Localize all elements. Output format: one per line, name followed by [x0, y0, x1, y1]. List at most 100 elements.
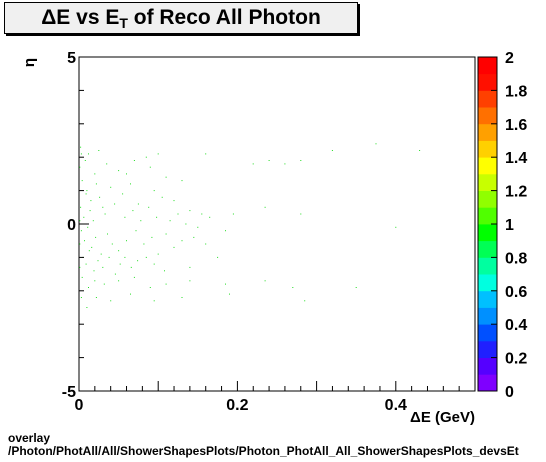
heatmap-chart: 0 0.2 0.4 -505 00.20.40.60.811.21.41.61.82… — [21, 50, 527, 426]
data-point — [205, 243, 207, 245]
data-point — [132, 210, 134, 212]
y-tick-label: 5 — [67, 50, 76, 67]
data-point — [149, 166, 151, 168]
data-point — [292, 287, 294, 288]
data-point — [79, 166, 81, 168]
data-point — [108, 256, 110, 258]
data-point — [149, 287, 151, 288]
data-point — [102, 206, 104, 208]
data-point — [189, 266, 191, 268]
data-point — [98, 150, 100, 151]
data-points — [79, 143, 421, 308]
data-point — [225, 283, 226, 285]
data-point — [151, 236, 153, 238]
data-point — [124, 216, 126, 218]
data-point — [103, 283, 105, 285]
palette-swatch — [478, 90, 497, 108]
chart-title: ΔE vs ET of Reco All Photon — [4, 2, 358, 34]
data-point — [153, 263, 155, 265]
data-point — [79, 266, 81, 268]
data-point — [169, 220, 171, 222]
plot-frame — [78, 56, 476, 392]
data-point — [145, 156, 147, 158]
data-point — [177, 213, 179, 215]
data-point — [88, 250, 90, 252]
footer: overlay /Photon/PhotAll/All/ShowerShapes… — [8, 432, 546, 458]
data-point — [165, 176, 167, 178]
data-point — [100, 253, 102, 255]
palette-tick-label: 0.2 — [505, 351, 527, 368]
palette-swatch — [478, 340, 497, 358]
data-point — [88, 153, 89, 155]
palette-swatch — [478, 57, 497, 75]
data-point — [181, 240, 183, 242]
x-axis-label: ΔE (GeV) — [410, 409, 475, 426]
data-point — [85, 193, 87, 195]
data-point — [375, 143, 377, 145]
data-point — [130, 293, 131, 295]
data-point — [80, 297, 82, 298]
palette-swatch — [478, 257, 497, 275]
data-point — [189, 280, 191, 282]
data-point — [268, 160, 270, 161]
data-point — [193, 236, 195, 238]
data-point — [94, 173, 96, 175]
x-tick-label: 0.2 — [226, 397, 248, 414]
data-point — [89, 210, 91, 212]
data-point — [130, 266, 132, 268]
data-point — [84, 240, 85, 242]
data-point — [99, 196, 101, 198]
data-point — [284, 163, 286, 165]
data-point — [300, 160, 302, 161]
data-point — [197, 226, 199, 228]
data-point — [165, 233, 167, 235]
data-point — [84, 160, 86, 161]
data-point — [304, 300, 306, 302]
palette-tick-label: 1.4 — [505, 150, 527, 167]
palette-tick-label: 1.8 — [505, 83, 527, 100]
data-point — [80, 230, 82, 232]
data-point — [111, 243, 113, 245]
footer-line-1: overlay — [8, 432, 51, 445]
data-point — [355, 287, 357, 288]
data-point — [201, 213, 203, 215]
data-point — [232, 213, 234, 215]
data-point — [85, 263, 87, 265]
data-point — [92, 220, 94, 222]
data-point — [95, 236, 97, 238]
x-tick-label: 0.4 — [385, 397, 407, 414]
palette-swatch — [478, 173, 497, 191]
data-point — [80, 153, 82, 155]
x-axis: 0 0.2 0.4 — [75, 381, 476, 414]
data-point — [419, 150, 421, 151]
palette-swatch — [478, 207, 497, 225]
title-suffix: of Reco All Photon — [127, 6, 321, 29]
data-point — [133, 160, 135, 161]
data-point — [80, 206, 82, 208]
palette-tick-label: 0.4 — [505, 317, 527, 334]
y-tick-label: 0 — [67, 217, 76, 234]
data-point — [118, 250, 120, 252]
data-point — [153, 190, 155, 192]
data-point — [91, 246, 93, 248]
data-point — [156, 216, 158, 218]
data-point — [90, 200, 92, 202]
palette-tick-label: 1.2 — [505, 184, 527, 201]
data-point — [143, 243, 145, 245]
data-point — [164, 270, 165, 272]
y-tick-label: -5 — [62, 384, 76, 401]
data-point — [126, 173, 127, 175]
data-point — [209, 216, 211, 218]
data-point — [130, 183, 131, 185]
data-point — [205, 153, 207, 155]
data-point — [153, 300, 155, 302]
palette-swatch — [478, 73, 497, 91]
data-point — [106, 163, 108, 165]
data-point — [126, 240, 127, 242]
palette-swatch — [478, 107, 497, 125]
palette-swatch — [478, 357, 497, 375]
data-point — [87, 226, 89, 228]
data-point — [189, 210, 191, 212]
data-point — [185, 223, 187, 225]
data-point — [148, 206, 150, 208]
